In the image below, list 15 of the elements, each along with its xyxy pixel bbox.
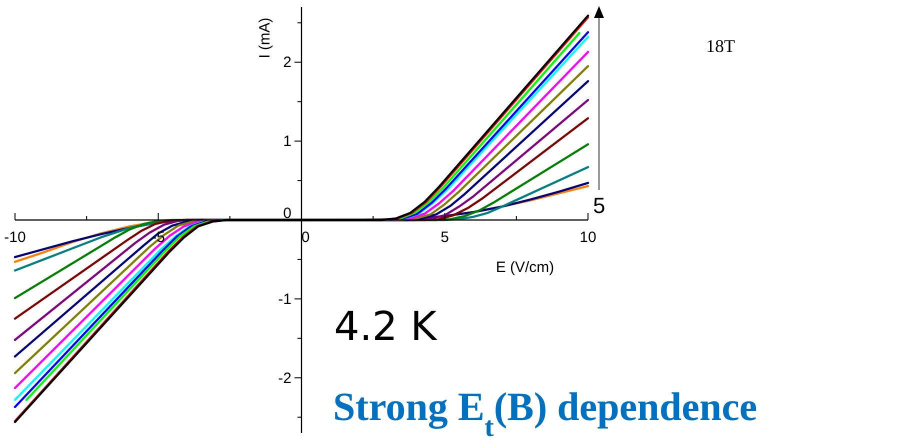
annotation: Strong E$_{t}$(B) dependence <box>333 384 758 441</box>
text: 18T <box>706 36 735 56</box>
y-tick-label: -2 <box>278 370 292 387</box>
y-tick-label: 1 <box>283 133 292 150</box>
x-tick-label: 0 <box>301 229 310 246</box>
y-tick-label: -1 <box>278 290 292 308</box>
y-tick-label: 2 <box>283 54 292 72</box>
x-tick-label: 10 <box>580 229 596 246</box>
annotation: 4.2 K <box>334 304 438 350</box>
x-axis-title: E (V/cm) <box>496 259 554 276</box>
x-tick-label: 5 <box>440 229 449 246</box>
x-tick-label: -10 <box>4 229 26 246</box>
text: 5 <box>593 193 606 218</box>
y-tick-label: 0 <box>283 205 292 222</box>
y-axis-title: I (mA) <box>256 18 274 58</box>
